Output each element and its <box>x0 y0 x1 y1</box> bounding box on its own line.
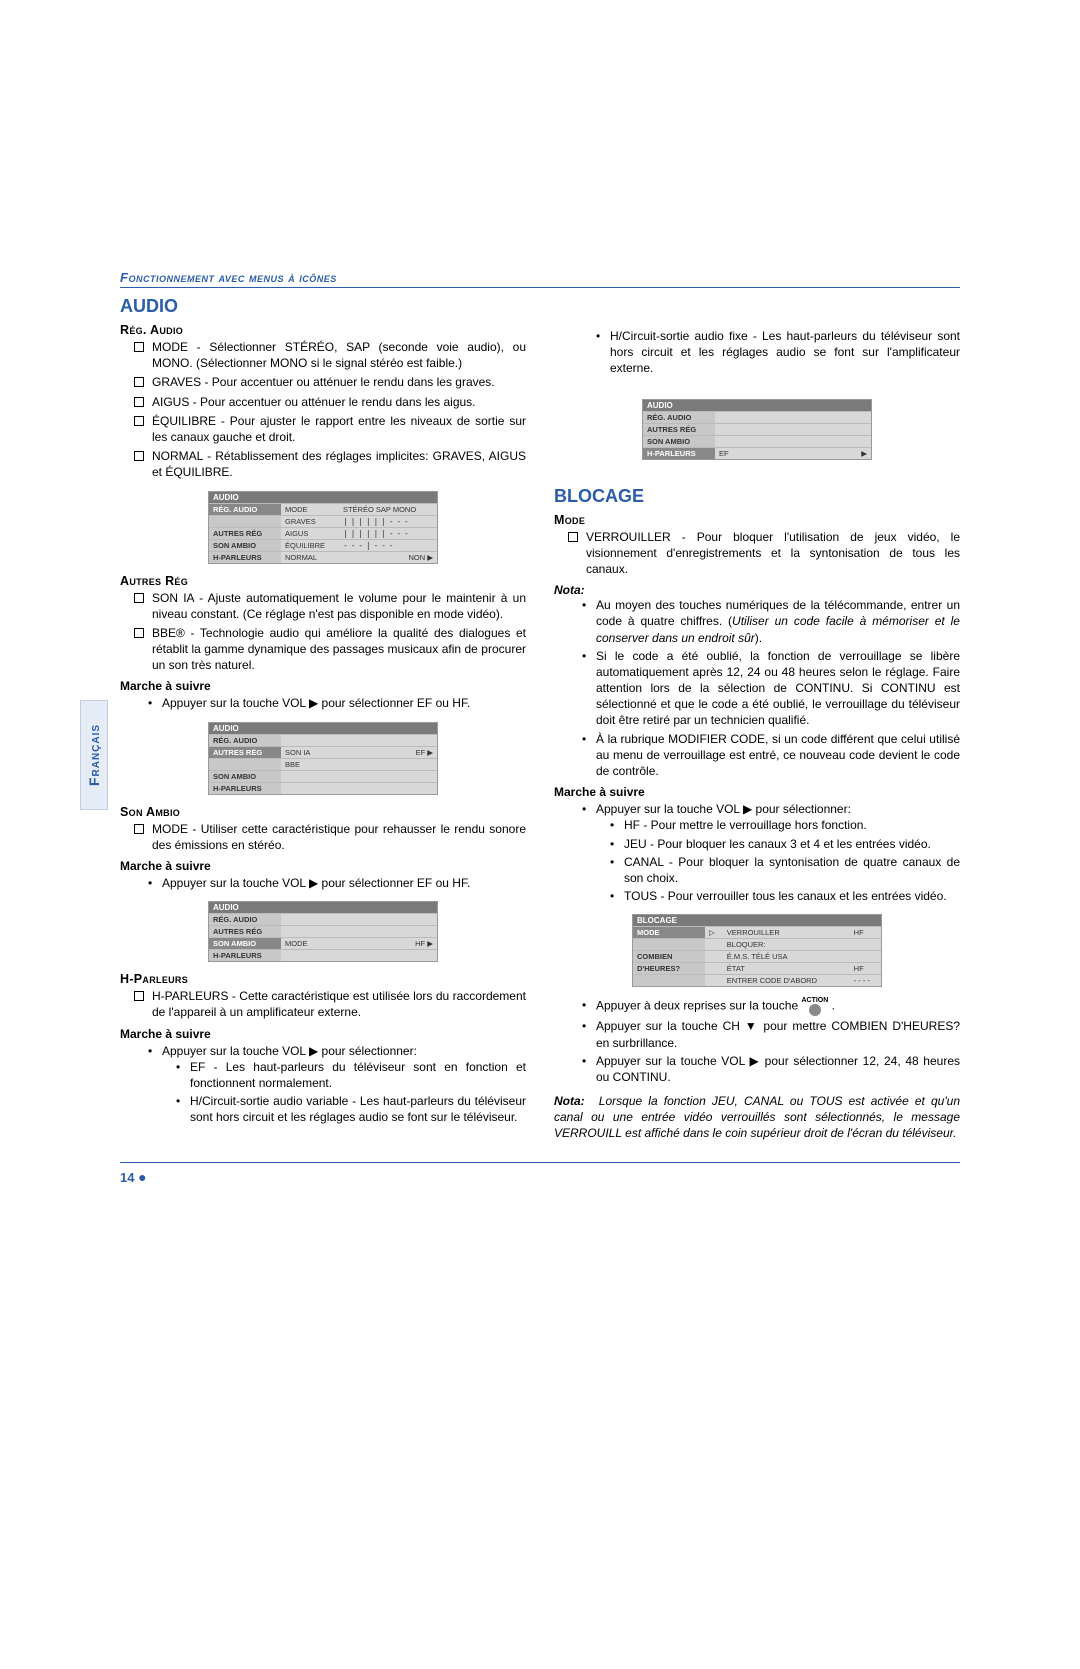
nota-label: Nota: <box>554 583 585 597</box>
son-ambio-heading: Son Ambio <box>120 805 526 819</box>
marche-heading: Marche à suivre <box>120 679 526 693</box>
page-footer: 14 ● <box>120 1162 960 1185</box>
osd-audio-2: AUDIO RÉG. AUDIO AUTRES RÉGSON IAEF ▶ BB… <box>208 722 438 795</box>
list-item: Appuyer sur la touche VOL ▶ pour sélecti… <box>148 695 526 711</box>
final-nota-text: Lorsque la fonction JEU, CANAL ou TOUS e… <box>554 1094 960 1140</box>
reg-audio-list: MODE - Sélectionner STÉRÉO, SAP (seconde… <box>120 339 526 481</box>
marche-heading: Marche à suivre <box>120 1027 526 1041</box>
list-item: Appuyer sur la touche VOL ▶ pour sélecti… <box>148 1043 526 1126</box>
list-item: Appuyer sur la touche CH ▼ pour mettre C… <box>582 1018 960 1050</box>
list-item: Si le code a été oublié, la fonction de … <box>582 648 960 729</box>
right-column: H/Circuit-sortie audio fixe - Les haut-p… <box>554 294 960 1142</box>
osd-audio-4: AUDIO RÉG. AUDIO AUTRES RÉG SON AMBIO H-… <box>642 399 872 460</box>
list-item: H/Circuit-sortie audio variable - Les ha… <box>176 1093 526 1125</box>
list-item: À la rubrique MODIFIER CODE, si un code … <box>582 731 960 780</box>
osd-audio-1: AUDIO RÉG. AUDIOMODESTÉRÉO SAP MONO GRAV… <box>208 491 438 564</box>
list-item: NORMAL - Rétablissement des réglages imp… <box>134 448 526 480</box>
list-item: GRAVES - Pour accentuer ou atténuer le r… <box>134 374 526 390</box>
list-item: SON IA - Ajuste automatiquement le volum… <box>134 590 526 622</box>
list-item: H-PARLEURS - Cette caractéristique est u… <box>134 988 526 1020</box>
marche-heading: Marche à suivre <box>120 859 526 873</box>
list-item: JEU - Pour bloquer les canaux 3 et 4 et … <box>610 836 960 852</box>
mode-heading: Mode <box>554 513 960 527</box>
audio-title: AUDIO <box>120 296 526 317</box>
list-item: VERROUILLER - Pour bloquer l'utilisation… <box>568 529 960 578</box>
language-tab: Français <box>80 700 108 810</box>
list-item: BBE® - Technologie audio qui améliore la… <box>134 625 526 674</box>
list-item: MODE - Utiliser cette caractéristique po… <box>134 821 526 853</box>
nota-label: Nota: <box>554 1094 585 1108</box>
list-item: Appuyer sur la touche VOL ▶ pour sélecti… <box>582 801 960 904</box>
list-item: TOUS - Pour verrouiller tous les canaux … <box>610 888 960 904</box>
hparleurs-heading: H-Parleurs <box>120 972 526 986</box>
left-column: AUDIO Rég. Audio MODE - Sélectionner STÉ… <box>120 294 526 1142</box>
autres-reg-list: SON IA - Ajuste automatiquement le volum… <box>120 590 526 674</box>
list-item: Appuyer sur la touche VOL ▶ pour sélecti… <box>582 1053 960 1085</box>
osd-blocage: BLOCAGE MODE▷VERROUILLERHF BLOQUER: COMB… <box>632 914 882 987</box>
list-item: HF - Pour mettre le verrouillage hors fo… <box>610 817 960 833</box>
reg-audio-heading: Rég. Audio <box>120 323 526 337</box>
blocage-title: BLOCAGE <box>554 486 960 507</box>
autres-reg-heading: Autres Rég <box>120 574 526 588</box>
list-item: Appuyer sur la touche VOL ▶ pour sélecti… <box>148 875 526 891</box>
list-item: MODE - Sélectionner STÉRÉO, SAP (seconde… <box>134 339 526 371</box>
list-item: Au moyen des touches numériques de la té… <box>582 597 960 646</box>
list-item: AIGUS - Pour accentuer ou atténuer le re… <box>134 394 526 410</box>
list-item: EF - Les haut-parleurs du téléviseur son… <box>176 1059 526 1091</box>
osd-audio-3: AUDIO RÉG. AUDIO AUTRES RÉG SON AMBIOMOD… <box>208 901 438 962</box>
page-number: 14 <box>120 1170 134 1185</box>
action-button-icon: ACTION <box>801 997 828 1016</box>
page-header: Fonctionnement avec menus à icônes <box>120 270 960 288</box>
marche-heading: Marche à suivre <box>554 785 960 799</box>
language-label: Français <box>86 724 102 786</box>
list-item: H/Circuit-sortie audio fixe - Les haut-p… <box>596 328 960 377</box>
list-item: ÉQUILIBRE - Pour ajuster le rapport entr… <box>134 413 526 445</box>
list-item: CANAL - Pour bloquer la syntonisation de… <box>610 854 960 886</box>
list-item: Appuyer à deux reprises sur la touche AC… <box>582 997 960 1016</box>
